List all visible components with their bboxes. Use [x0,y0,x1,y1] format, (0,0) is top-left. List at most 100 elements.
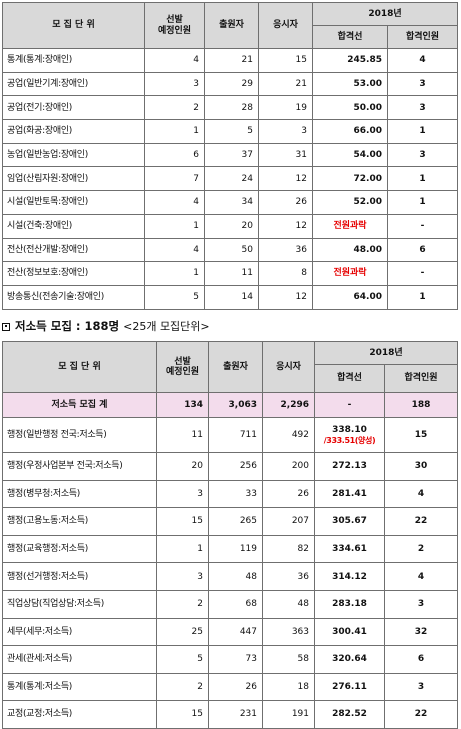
header-cutoff: 합격선 [312,25,388,49]
table-row: 행정(교육행정:저소득) 1 119 82 334.61 2 [2,534,458,564]
table-row: 행정(선거행정:저소득) 3 48 36 314.12 4 [2,562,458,591]
total-applicants: 3,063 [208,392,263,418]
passers-cell: 30 [384,452,458,481]
planned-cell: 11 [156,417,209,453]
unit-cell: 교정(교정:저소득) [2,700,157,729]
passers-cell: 1 [387,284,458,310]
unit-cell: 행정(고용노동:저소득) [2,507,157,536]
planned-cell: 7 [144,166,205,192]
cutoff-cell: 54.00 [312,142,388,168]
examinees-cell: 207 [262,507,315,536]
cutoff-cell: 245.85 [312,48,388,73]
unit-cell: 통계(통계:저소득) [2,672,157,702]
unit-cell: 행정(선거행정:저소득) [2,562,157,591]
planned-cell: 1 [144,119,205,144]
table-row: 교정(교정:저소득) 15 231 191 282.52 22 [2,700,458,729]
applicants-cell: 37 [204,142,259,168]
table2-body: 행정(일반행정 전국:저소득) 11 711 492 338.10/333.51(양성)… [2,417,458,729]
applicants-cell: 256 [208,452,263,481]
header-unit: 모 집 단 위 [2,341,157,393]
cutoff-cell: 64.00 [312,284,388,310]
table-row: 시설(건축:장애인) 1 20 12 전원과락 - [2,213,458,239]
examinees-cell: 48 [262,589,315,619]
table-row: 세무(세무:저소득) 25 447 363 300.41 32 [2,617,458,647]
cutoff-cell: 281.41 [314,479,385,509]
unit-cell: 전산(전산개발:장애인) [2,237,145,263]
planned-cell: 3 [144,71,205,97]
applicants-cell: 231 [208,700,263,729]
passers-cell: 1 [387,166,458,192]
total-examinees: 2,296 [262,392,315,418]
cutoff-cell: 전원과락 [312,213,388,239]
examinees-cell: 191 [262,700,315,729]
examinees-cell: 21 [258,71,313,97]
cutoff-cell: 314.12 [314,562,385,591]
planned-cell: 4 [144,237,205,263]
unit-cell: 직업상담(직업상담:저소득) [2,589,157,619]
passers-cell: 6 [384,645,458,674]
table-row: 공업(일반기계:장애인) 3 29 21 53.00 3 [2,71,458,97]
header-applicants: 출원자 [204,2,259,49]
cutoff-cell: 282.52 [314,700,385,729]
unit-cell: 공업(전기:장애인) [2,95,145,121]
table-row: 시설(일반토목:장애인) 4 34 26 52.00 1 [2,190,458,215]
planned-cell: 1 [144,261,205,286]
planned-cell: 2 [156,589,209,619]
applicants-cell: 711 [208,417,263,453]
header-year: 2018년 [314,341,458,365]
unit-cell: 통계(통계:장애인) [2,48,145,73]
table1-body: 통계(통계:장애인) 4 21 15 245.85 4 공업(일반기계:장애인) 3 29 21 5… [2,48,458,310]
examinees-cell: 19 [258,95,313,121]
planned-cell: 3 [156,562,209,591]
cutoff-cell: 53.00 [312,71,388,97]
header-passers: 합격인원 [384,364,458,393]
examinees-cell: 15 [258,48,313,73]
cutoff-value: 338.10 [332,425,367,436]
unit-cell: 공업(화공:장애인) [2,119,145,144]
table-row: 행정(고용노동:저소득) 15 265 207 305.67 22 [2,507,458,536]
passers-cell: 32 [384,617,458,647]
planned-cell: 25 [156,617,209,647]
passers-cell: 22 [384,507,458,536]
table-row: 직업상담(직업상담:저소득) 2 68 48 283.18 3 [2,589,458,619]
planned-cell: 6 [144,142,205,168]
examinees-cell: 82 [262,534,315,564]
total-cutoff: - [314,392,385,418]
unit-cell: 전산(정보보호:장애인) [2,261,145,286]
applicants-cell: 26 [208,672,263,702]
passers-cell: 2 [384,534,458,564]
examinees-cell: 12 [258,284,313,310]
table-row: 임업(산림자원:장애인) 7 24 12 72.00 1 [2,166,458,192]
section-title: 저소득 모집 : 188명 <25개 모집단위> [2,316,210,336]
unit-cell: 행정(일반행정 전국:저소득) [2,417,157,453]
unit-cell: 공업(일반기계:장애인) [2,71,145,97]
header-planned: 선발 예정인원 [156,341,209,393]
planned-cell: 4 [144,48,205,73]
table-row: 통계(통계:저소득) 2 26 18 276.11 3 [2,672,458,702]
examinees-cell: 31 [258,142,313,168]
cutoff-cell: 305.67 [314,507,385,536]
examinees-cell: 26 [262,479,315,509]
passers-cell: 6 [387,237,458,263]
total-unit: 저소득 모집 계 [2,392,157,418]
applicants-cell: 14 [204,284,259,310]
planned-cell: 3 [156,479,209,509]
cutoff-cell: 50.00 [312,95,388,121]
passers-cell: 4 [387,48,458,73]
table-row: 전산(정보보호:장애인) 1 11 8 전원과락 - [2,261,458,286]
header-passers: 합격인원 [387,25,458,49]
applicants-cell: 50 [204,237,259,263]
planned-cell: 1 [144,213,205,239]
unit-cell: 시설(건축:장애인) [2,213,145,239]
header-year: 2018년 [312,2,458,26]
section-title-main: 저소득 모집 : 188명 [15,319,120,333]
passers-cell: 3 [387,95,458,121]
planned-cell: 15 [156,507,209,536]
unit-cell: 관세(관세:저소득) [2,645,157,674]
section-title-sub: <25개 모집단위> [123,320,210,333]
planned-cell: 20 [156,452,209,481]
header-planned: 선발 예정인원 [144,2,205,49]
passers-cell: 15 [384,417,458,453]
cutoff-cell: 전원과락 [312,261,388,286]
cutoff-cell: 276.11 [314,672,385,702]
